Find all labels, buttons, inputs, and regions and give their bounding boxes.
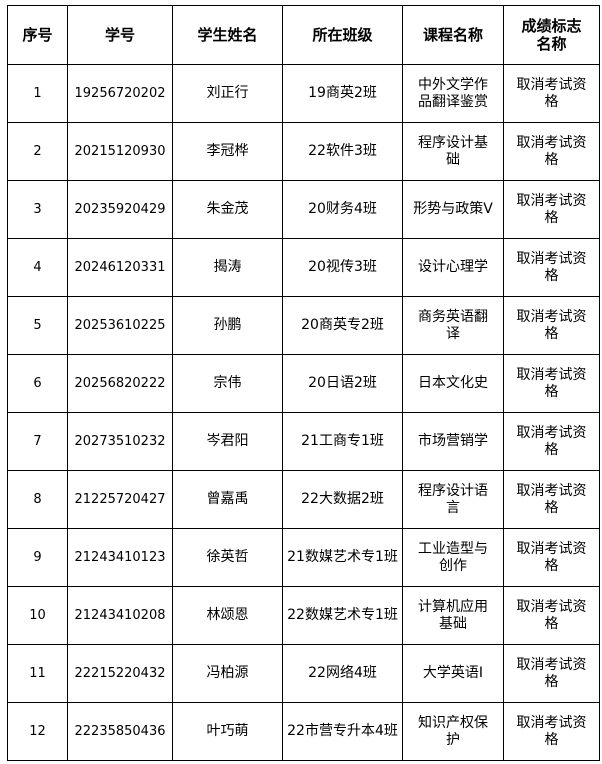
header-course: 课程名称 (402, 5, 504, 65)
table-row: 5 20253610225 孙鹏 20商英专2班 商务英语翻译 取消考试资格 (7, 296, 600, 355)
student-name-cell: 冯柏源 (172, 644, 283, 703)
course-cell: 大学英语Ⅰ (402, 644, 504, 703)
student-id-cell: 20246120331 (67, 238, 173, 297)
class-cell: 20视传3班 (282, 238, 403, 297)
class-cell: 22大数据2班 (282, 470, 403, 529)
grade-flag-cell: 取消考试资格 (503, 122, 600, 181)
class-cell: 20财务4班 (282, 180, 403, 239)
course-cell: 计算机应用基础 (402, 586, 504, 645)
student-name-cell: 李冠桦 (172, 122, 283, 181)
course-cell: 工业造型与创作 (402, 528, 504, 587)
student-id-cell: 21243410123 (67, 528, 173, 587)
table-row: 11 22215220432 冯柏源 22网络4班 大学英语Ⅰ 取消考试资格 (7, 644, 600, 703)
serial-cell: 1 (7, 64, 68, 123)
class-cell: 20商英专2班 (282, 296, 403, 355)
student-id-cell: 21243410208 (67, 586, 173, 645)
table-row: 7 20273510232 岑君阳 21工商专1班 市场营销学 取消考试资格 (7, 412, 600, 471)
grade-flag-cell: 取消考试资格 (503, 180, 600, 239)
grade-flag-cell: 取消考试资格 (503, 296, 600, 355)
header-class: 所在班级 (282, 5, 403, 65)
table-row: 10 21243410208 林颂恩 22数媒艺术专1班 计算机应用基础 取消考试资格 (7, 586, 600, 645)
student-id-cell: 20273510232 (67, 412, 173, 471)
table-row: 8 21225720427 曾嘉禹 22大数据2班 程序设计语言 取消考试资格 (7, 470, 600, 529)
student-id-cell: 22235850436 (67, 702, 173, 761)
serial-cell: 5 (7, 296, 68, 355)
course-cell: 形势与政策Ⅴ (402, 180, 504, 239)
student-name-cell: 徐英哲 (172, 528, 283, 587)
student-id-cell: 19256720202 (67, 64, 173, 123)
course-cell: 知识产权保护 (402, 702, 504, 761)
serial-cell: 2 (7, 122, 68, 181)
table-row: 12 22235850436 叶巧萌 22市营专升本4班 知识产权保护 取消考试资格 (7, 702, 600, 761)
student-id-cell: 21225720427 (67, 470, 173, 529)
serial-cell: 6 (7, 354, 68, 413)
grade-flag-cell: 取消考试资格 (503, 354, 600, 413)
header-student-name: 学生姓名 (172, 5, 283, 65)
student-name-cell: 叶巧萌 (172, 702, 283, 761)
grade-flag-cell: 取消考试资格 (503, 412, 600, 471)
serial-cell: 9 (7, 528, 68, 587)
grade-flag-cell: 取消考试资格 (503, 586, 600, 645)
course-cell: 商务英语翻译 (402, 296, 504, 355)
student-name-cell: 揭涛 (172, 238, 283, 297)
course-cell: 中外文学作品翻译鉴赏 (402, 64, 504, 123)
grade-flag-cell: 取消考试资格 (503, 702, 600, 761)
course-cell: 日本文化史 (402, 354, 504, 413)
class-cell: 22数媒艺术专1班 (282, 586, 403, 645)
class-cell: 21工商专1班 (282, 412, 403, 471)
grade-flag-cell: 取消考试资格 (503, 238, 600, 297)
table-row: 9 21243410123 徐英哲 21数媒艺术专1班 工业造型与创作 取消考试资格 (7, 528, 600, 587)
student-name-cell: 孙鹏 (172, 296, 283, 355)
header-grade-flag: 成绩标志名称 (503, 5, 600, 65)
student-id-cell: 20256820222 (67, 354, 173, 413)
student-id-cell: 20215120930 (67, 122, 173, 181)
class-cell: 22市营专升本4班 (282, 702, 403, 761)
course-cell: 程序设计基础 (402, 122, 504, 181)
table-row: 3 20235920429 朱金茂 20财务4班 形势与政策Ⅴ 取消考试资格 (7, 180, 600, 239)
serial-cell: 4 (7, 238, 68, 297)
student-id-cell: 20253610225 (67, 296, 173, 355)
header-serial: 序号 (7, 5, 68, 65)
course-cell: 设计心理学 (402, 238, 504, 297)
serial-cell: 12 (7, 702, 68, 761)
header-student-id: 学号 (67, 5, 173, 65)
grade-flag-cell: 取消考试资格 (503, 64, 600, 123)
table-row: 6 20256820222 宗伟 20日语2班 日本文化史 取消考试资格 (7, 354, 600, 413)
grade-flag-cell: 取消考试资格 (503, 470, 600, 529)
course-cell: 程序设计语言 (402, 470, 504, 529)
serial-cell: 11 (7, 644, 68, 703)
serial-cell: 7 (7, 412, 68, 471)
student-name-cell: 林颂恩 (172, 586, 283, 645)
table-row: 1 19256720202 刘正行 19商英2班 中外文学作品翻译鉴赏 取消考试资格 (7, 64, 600, 123)
course-cell: 市场营销学 (402, 412, 504, 471)
class-cell: 20日语2班 (282, 354, 403, 413)
table-row: 4 20246120331 揭涛 20视传3班 设计心理学 取消考试资格 (7, 238, 600, 297)
class-cell: 19商英2班 (282, 64, 403, 123)
disqualification-table: 序号 学号 学生姓名 所在班级 课程名称 成绩标志名称 1 19256720202… (7, 5, 600, 761)
class-cell: 22软件3班 (282, 122, 403, 181)
class-cell: 22网络4班 (282, 644, 403, 703)
serial-cell: 8 (7, 470, 68, 529)
student-name-cell: 曾嘉禹 (172, 470, 283, 529)
class-cell: 21数媒艺术专1班 (282, 528, 403, 587)
grade-flag-cell: 取消考试资格 (503, 528, 600, 587)
table-header-row: 序号 学号 学生姓名 所在班级 课程名称 成绩标志名称 (7, 5, 600, 65)
table-row: 2 20215120930 李冠桦 22软件3班 程序设计基础 取消考试资格 (7, 122, 600, 181)
student-id-cell: 22215220432 (67, 644, 173, 703)
student-name-cell: 朱金茂 (172, 180, 283, 239)
student-name-cell: 宗伟 (172, 354, 283, 413)
serial-cell: 10 (7, 586, 68, 645)
student-name-cell: 岑君阳 (172, 412, 283, 471)
grade-flag-cell: 取消考试资格 (503, 644, 600, 703)
student-name-cell: 刘正行 (172, 64, 283, 123)
student-id-cell: 20235920429 (67, 180, 173, 239)
serial-cell: 3 (7, 180, 68, 239)
